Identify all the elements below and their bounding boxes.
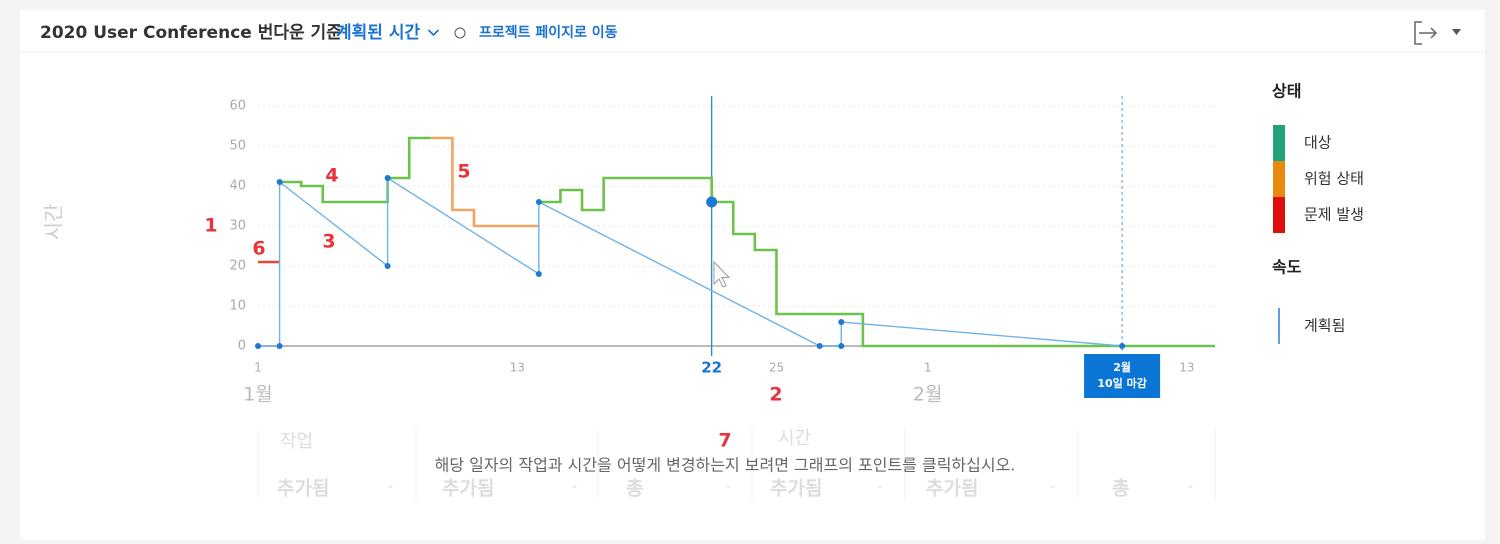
y-tick-label: 30	[229, 219, 246, 234]
series-point	[535, 199, 542, 205]
table-column: 추가됨	[926, 478, 978, 500]
series-point	[816, 343, 823, 349]
table-cell: -	[1050, 479, 1055, 495]
series-point	[838, 319, 845, 325]
callout-number: 4	[325, 165, 338, 187]
table-cell: -	[388, 479, 393, 495]
legend-title: 상태	[1272, 82, 1301, 101]
x-tick-label: 1	[924, 361, 932, 375]
series-point	[255, 343, 261, 349]
title: 2020 User Conference 번다운 기준	[40, 23, 342, 43]
menu-caret[interactable]	[1452, 29, 1461, 35]
x-tick-label: 22	[701, 359, 722, 377]
month-label: 1월	[243, 384, 273, 406]
y-tick-label: 50	[229, 139, 246, 154]
series-line	[279, 136, 431, 204]
cursor	[713, 260, 731, 288]
table-group: 작업	[280, 431, 313, 452]
deadline-label: 2월	[1113, 360, 1131, 374]
table-group: 시간	[778, 428, 811, 449]
y-tick-label: 10	[229, 299, 246, 314]
table-column: 추가됨	[442, 478, 494, 500]
series-point	[535, 271, 542, 277]
table-cell: -	[877, 479, 882, 495]
series-point	[838, 343, 845, 349]
legend-title: 속도	[1272, 258, 1302, 277]
callout-number: 7	[718, 430, 731, 452]
legend-swatch	[1273, 197, 1285, 233]
y-axis-label: 시간	[42, 204, 66, 241]
series-point	[276, 343, 283, 349]
table-column: 추가됨	[770, 478, 822, 500]
x-tick-label: 25	[769, 361, 784, 375]
series-point	[384, 175, 391, 181]
legend-label: 계획됨	[1304, 317, 1345, 335]
callout-number: 5	[457, 161, 470, 183]
series-point	[384, 263, 391, 269]
table-cell: -	[572, 479, 577, 495]
callout-number: 2	[769, 384, 782, 406]
legend-label: 위험 상태	[1304, 170, 1364, 188]
series-line	[538, 176, 1215, 348]
callout-number: 1	[204, 215, 217, 237]
y-tick-label: 20	[229, 259, 246, 274]
y-tick-label: 40	[229, 179, 246, 194]
series-line	[430, 136, 539, 228]
x-tick-label: 13	[510, 361, 525, 375]
table-message: 해당 일자의 작업과 시간을 어떻게 변경하는지 보려면 그래프의 포인트를 클…	[435, 456, 1016, 475]
deadline-label: 10일 마감	[1097, 376, 1147, 390]
table-cell: -	[726, 479, 731, 495]
y-tick-label: 60	[229, 99, 246, 114]
callout-number: 3	[322, 231, 335, 253]
series-point	[1119, 343, 1126, 349]
legend-swatch	[1273, 125, 1285, 161]
selected-point	[706, 196, 718, 208]
dropdown[interactable]: 계획된 시간	[336, 23, 420, 43]
export-icon[interactable]	[1414, 21, 1438, 45]
y-tick-label: 0	[238, 339, 246, 354]
table-column: 추가됨	[277, 478, 329, 500]
legend-swatch	[1273, 161, 1285, 197]
table-column: 총	[626, 478, 643, 500]
month-label: 2월	[913, 384, 943, 406]
series-point	[276, 179, 283, 185]
callout-number: 6	[252, 238, 265, 260]
legend-label: 대상	[1304, 134, 1332, 152]
x-tick-label: 13	[1179, 361, 1194, 375]
deadline-box	[1084, 354, 1161, 398]
x-tick-label: 1	[254, 361, 262, 375]
info-icon[interactable]	[454, 27, 466, 39]
dropdown-caret[interactable]	[427, 29, 440, 37]
table-cell: -	[1188, 479, 1193, 495]
table-column: 총	[1112, 478, 1129, 500]
project-link[interactable]: 프로젝트 페이지로 이동	[479, 24, 618, 41]
legend-label: 문제 발생	[1304, 206, 1364, 224]
